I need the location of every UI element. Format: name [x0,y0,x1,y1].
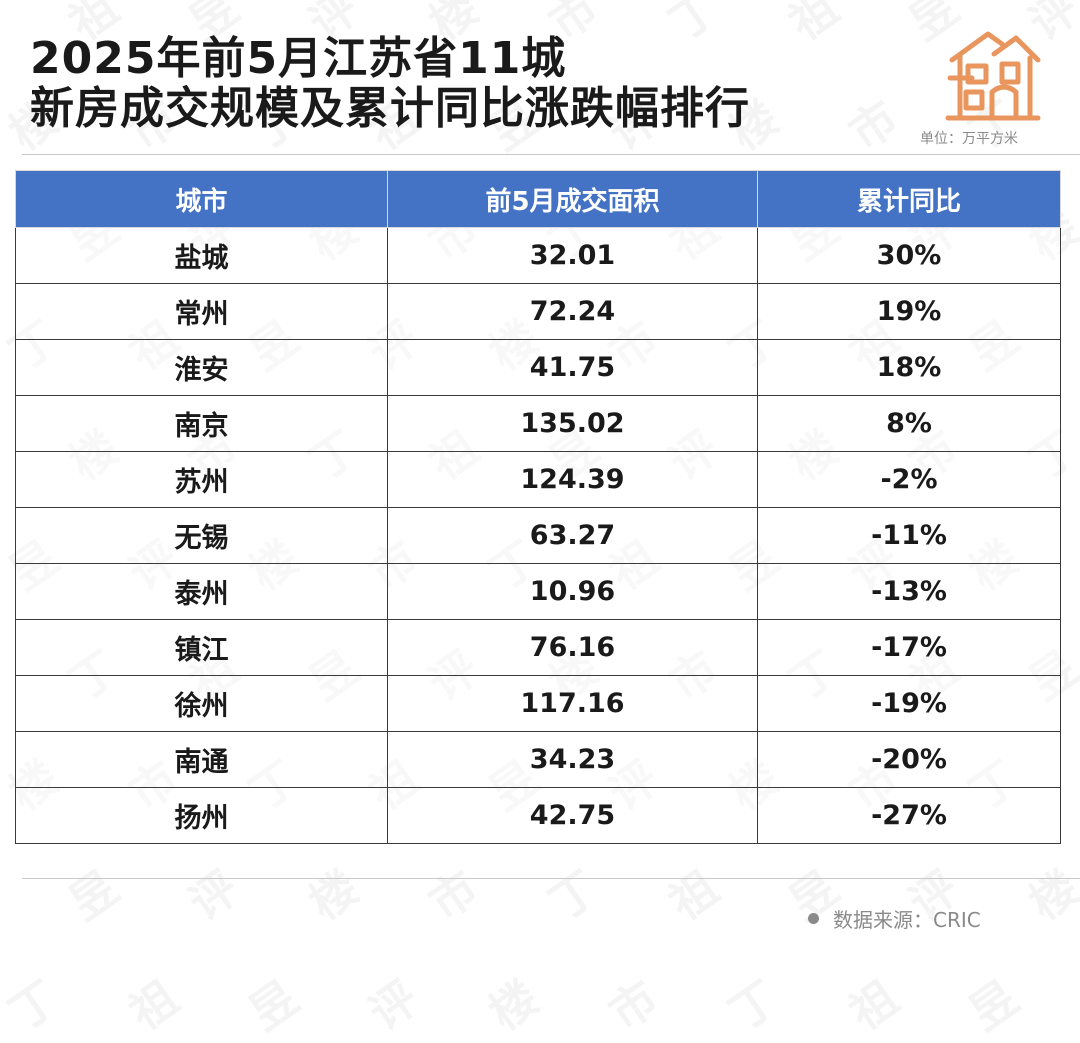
watermark-glyph: 市 [834,83,910,163]
watermark-glyph: 评 [1074,963,1080,1043]
source-note: 数据来源：CRIC [808,904,981,933]
cell-city: 淮安 [15,339,388,396]
cell-city: 镇江 [15,619,388,676]
cell-city: 苏州 [15,451,388,508]
table-row: 南通 34.23 -20% [15,731,1061,788]
table-container: 城市 前5月成交面积 累计同比 盐城 32.01 30% 常州 72.24 19% 淮安 41… [15,170,1061,844]
unit-note: 单位：万平方米 [920,128,1018,148]
ranking-table: 城市 前5月成交面积 累计同比 盐城 32.01 30% 常州 72.24 19% 淮安 41… [15,170,1061,844]
cell-yoy: -19% [757,675,1061,732]
watermark-glyph: 丁 [0,963,70,1043]
cell-city: 泰州 [15,563,388,620]
title-line-1: 2025年前5月江苏省11城 [30,33,567,84]
watermark-glyph: 评 [1074,303,1080,383]
unit-value: 万平方米 [962,131,1018,147]
table-header-row: 城市 前5月成交面积 累计同比 [15,170,1061,228]
cell-area: 135.02 [387,395,758,452]
table-row: 扬州 42.75 -27% [15,787,1061,844]
cell-yoy: -11% [757,507,1061,564]
table-row: 苏州 124.39 -2% [15,451,1061,508]
watermark-glyph: 评 [354,963,430,1043]
title-line-2: 新房成交规模及累计同比涨跌幅排行 [30,83,750,134]
cell-yoy: -27% [757,787,1061,844]
cell-city: 徐州 [15,675,388,732]
watermark-glyph: 丁 [714,963,790,1043]
table-body: 盐城 32.01 30% 常州 72.24 19% 淮安 41.75 18% 南京 135.02 8%… [15,227,1061,844]
cell-yoy: 30% [757,227,1061,284]
column-header-area: 前5月成交面积 [387,170,758,228]
cell-area: 42.75 [387,787,758,844]
page-title: 2025年前5月江苏省11城 新房成交规模及累计同比涨跌幅排行 [30,34,750,134]
watermark-glyph: 祖 [774,0,850,53]
watermark-glyph: 楼 [1014,853,1080,933]
cell-area: 117.16 [387,675,758,732]
watermark-glyph: 评 [174,853,250,933]
cell-area: 32.01 [387,227,758,284]
cell-area: 76.16 [387,619,758,676]
dot-icon [808,913,819,924]
column-header-yoy: 累计同比 [757,170,1061,228]
cell-city: 南京 [15,395,388,452]
cell-city: 无锡 [15,507,388,564]
watermark-glyph: 昱 [234,963,310,1043]
cell-yoy: 18% [757,339,1061,396]
source-text: 数据来源：CRIC [833,908,981,932]
cell-city: 常州 [15,283,388,340]
divider-top [22,154,1080,155]
cell-yoy: 19% [757,283,1061,340]
cell-city: 盐城 [15,227,388,284]
table-row: 淮安 41.75 18% [15,339,1061,396]
column-header-city: 城市 [15,170,388,228]
watermark-glyph: 昱 [954,963,1030,1043]
table-row: 泰州 10.96 -13% [15,563,1061,620]
table-row: 无锡 63.27 -11% [15,507,1061,564]
table-row: 常州 72.24 19% [15,283,1061,340]
cell-area: 10.96 [387,563,758,620]
table-row: 徐州 117.16 -19% [15,675,1061,732]
cell-area: 124.39 [387,451,758,508]
watermark-glyph: 楼 [474,963,550,1043]
watermark-glyph: 市 [414,853,490,933]
cell-yoy: -13% [757,563,1061,620]
watermark-glyph: 市 [1074,523,1080,603]
table-row: 盐城 32.01 30% [15,227,1061,284]
watermark-glyph: 祖 [654,853,730,933]
house-icon [945,31,1041,121]
cell-yoy: 8% [757,395,1061,452]
cell-yoy: -2% [757,451,1061,508]
unit-label: 单位： [920,131,962,147]
cell-area: 34.23 [387,731,758,788]
watermark-glyph: 祖 [114,963,190,1043]
table-row: 镇江 76.16 -17% [15,619,1061,676]
watermark-glyph: 丁 [0,0,10,53]
watermark-glyph: 丁 [534,853,610,933]
watermark-glyph: 祖 [1074,743,1080,823]
cell-area: 41.75 [387,339,758,396]
cell-yoy: -17% [757,619,1061,676]
table-row: 南京 135.02 8% [15,395,1061,452]
cell-city: 扬州 [15,787,388,844]
watermark-glyph: 祖 [834,963,910,1043]
watermark-glyph: 市 [594,963,670,1043]
watermark-glyph: 楼 [294,853,370,933]
cell-area: 63.27 [387,507,758,564]
watermark-glyph: 昱 [54,853,130,933]
cell-area: 72.24 [387,283,758,340]
cell-yoy: -20% [757,731,1061,788]
cell-city: 南通 [15,731,388,788]
divider-bottom [22,878,1080,879]
watermark-glyph: 祖 [1074,83,1080,163]
